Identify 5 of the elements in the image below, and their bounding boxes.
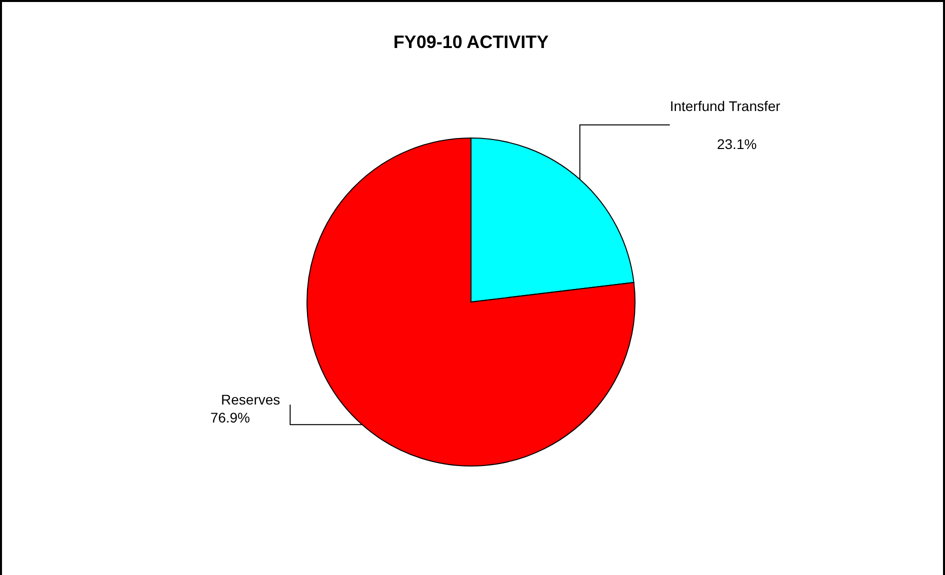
data-label: 23.1%: [716, 136, 757, 152]
slice-label: Interfund Transfer: [670, 98, 781, 114]
chart-title: FY09-10 ACTIVITY: [393, 32, 549, 52]
data-label: 76.9%: [210, 410, 250, 426]
slice-label: Reserves: [221, 392, 280, 408]
